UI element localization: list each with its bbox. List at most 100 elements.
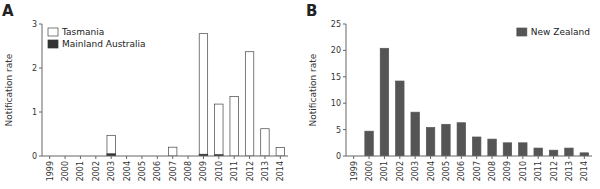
x-tick-label: 1999 [350,161,359,181]
y-tick-label: 10 [331,99,341,108]
x-tick [234,156,235,159]
legend-label: Mainland Australia [62,39,146,49]
x-tick [415,156,416,159]
x-tick [399,156,400,159]
x-tick-label: 2013 [261,161,270,181]
y-tick-label: 2 [32,64,37,73]
x-tick-label: 2008 [184,161,193,181]
y-axis-label: Notification rate [4,53,14,126]
y-tick-label: 5 [336,126,341,135]
y-tick [343,156,346,157]
x-tick-label: 2010 [215,161,224,181]
bar [230,97,238,156]
bar [549,150,557,156]
legend-swatch [48,28,58,36]
legend-swatch [517,28,527,36]
y-axis-line [42,24,43,156]
x-tick-label: 2011 [534,161,543,181]
bar [565,148,573,156]
x-tick-label: 2010 [519,161,528,181]
x-tick-label: 2003 [107,161,116,181]
y-tick [343,129,346,130]
y-tick [343,76,346,77]
x-tick-label: 2012 [550,161,559,181]
x-tick [49,156,50,159]
x-tick-label: 2000 [365,161,374,181]
legend-swatch [48,40,58,48]
x-tick [461,156,462,159]
x-tick [584,156,585,159]
y-tick [39,156,42,157]
y-tick [39,68,42,69]
x-tick [264,156,265,159]
bar [519,143,527,156]
x-tick-label: 2008 [488,161,497,181]
x-tick [430,156,431,159]
x-tick [384,156,385,159]
bar [261,129,269,156]
bar [472,137,480,156]
x-tick [445,156,446,159]
x-tick-label: 2014 [580,161,589,181]
x-tick [172,156,173,159]
y-tick-label: 1 [32,108,37,117]
x-tick-label: 2002 [396,161,405,181]
bar [426,127,434,156]
bars [365,48,589,156]
y-tick-label: 25 [331,20,341,29]
x-tick-label: 2007 [169,161,178,181]
bar [411,112,419,156]
x-tick [249,156,250,159]
panel-label: A [2,2,14,20]
bar [457,123,465,156]
x-tick [476,156,477,159]
bar [488,139,496,156]
x-tick-label: 2009 [503,161,512,181]
x-tick [568,156,569,159]
legend-label: Tasmania [61,27,104,37]
x-tick [95,156,96,159]
bar [245,52,253,156]
y-tick [39,24,42,25]
y-tick-label: 3 [32,20,37,29]
x-tick-label: 2002 [92,161,101,181]
x-tick [522,156,523,159]
x-tick-label: 2006 [153,161,162,181]
x-tick [538,156,539,159]
x-tick-label: 2005 [442,161,451,181]
y-axis-line [346,24,347,156]
bars [107,34,285,156]
x-tick-label: 2004 [123,161,132,181]
legend: New Zealand [517,27,590,37]
x-axis-line [346,156,592,157]
x-tick-label: 2011 [230,161,239,181]
bar [199,34,207,156]
x-tick [203,156,204,159]
y-tick-label: 0 [32,152,37,161]
x-tick-label: 2005 [138,161,147,181]
panel: ANotification rate0123199920002001200220… [2,2,288,181]
y-tick [343,50,346,51]
y-tick [39,112,42,113]
y-tick-label: 20 [331,46,341,55]
x-tick [218,156,219,159]
legend-label: New Zealand [531,27,590,37]
x-tick [111,156,112,159]
x-tick [492,156,493,159]
y-tick [343,24,346,25]
y-axis-label: Notification rate [308,53,318,126]
bar [380,48,388,156]
panel-label: B [306,2,317,20]
x-tick [157,156,158,159]
x-tick [80,156,81,159]
x-tick-label: 2000 [61,161,70,181]
x-tick [507,156,508,159]
bar [276,148,284,156]
x-tick [141,156,142,159]
legend: Tasmania Mainland Australia [48,27,146,49]
chart-canvas: A Notification rate 0 1 2 3 1999 2000 2001 2002 20… [0,0,600,189]
x-tick-label: 2013 [565,161,574,181]
x-tick-label: 2001 [76,161,85,181]
y-tick-label: 15 [331,73,341,82]
x-tick-label: 2003 [411,161,420,181]
